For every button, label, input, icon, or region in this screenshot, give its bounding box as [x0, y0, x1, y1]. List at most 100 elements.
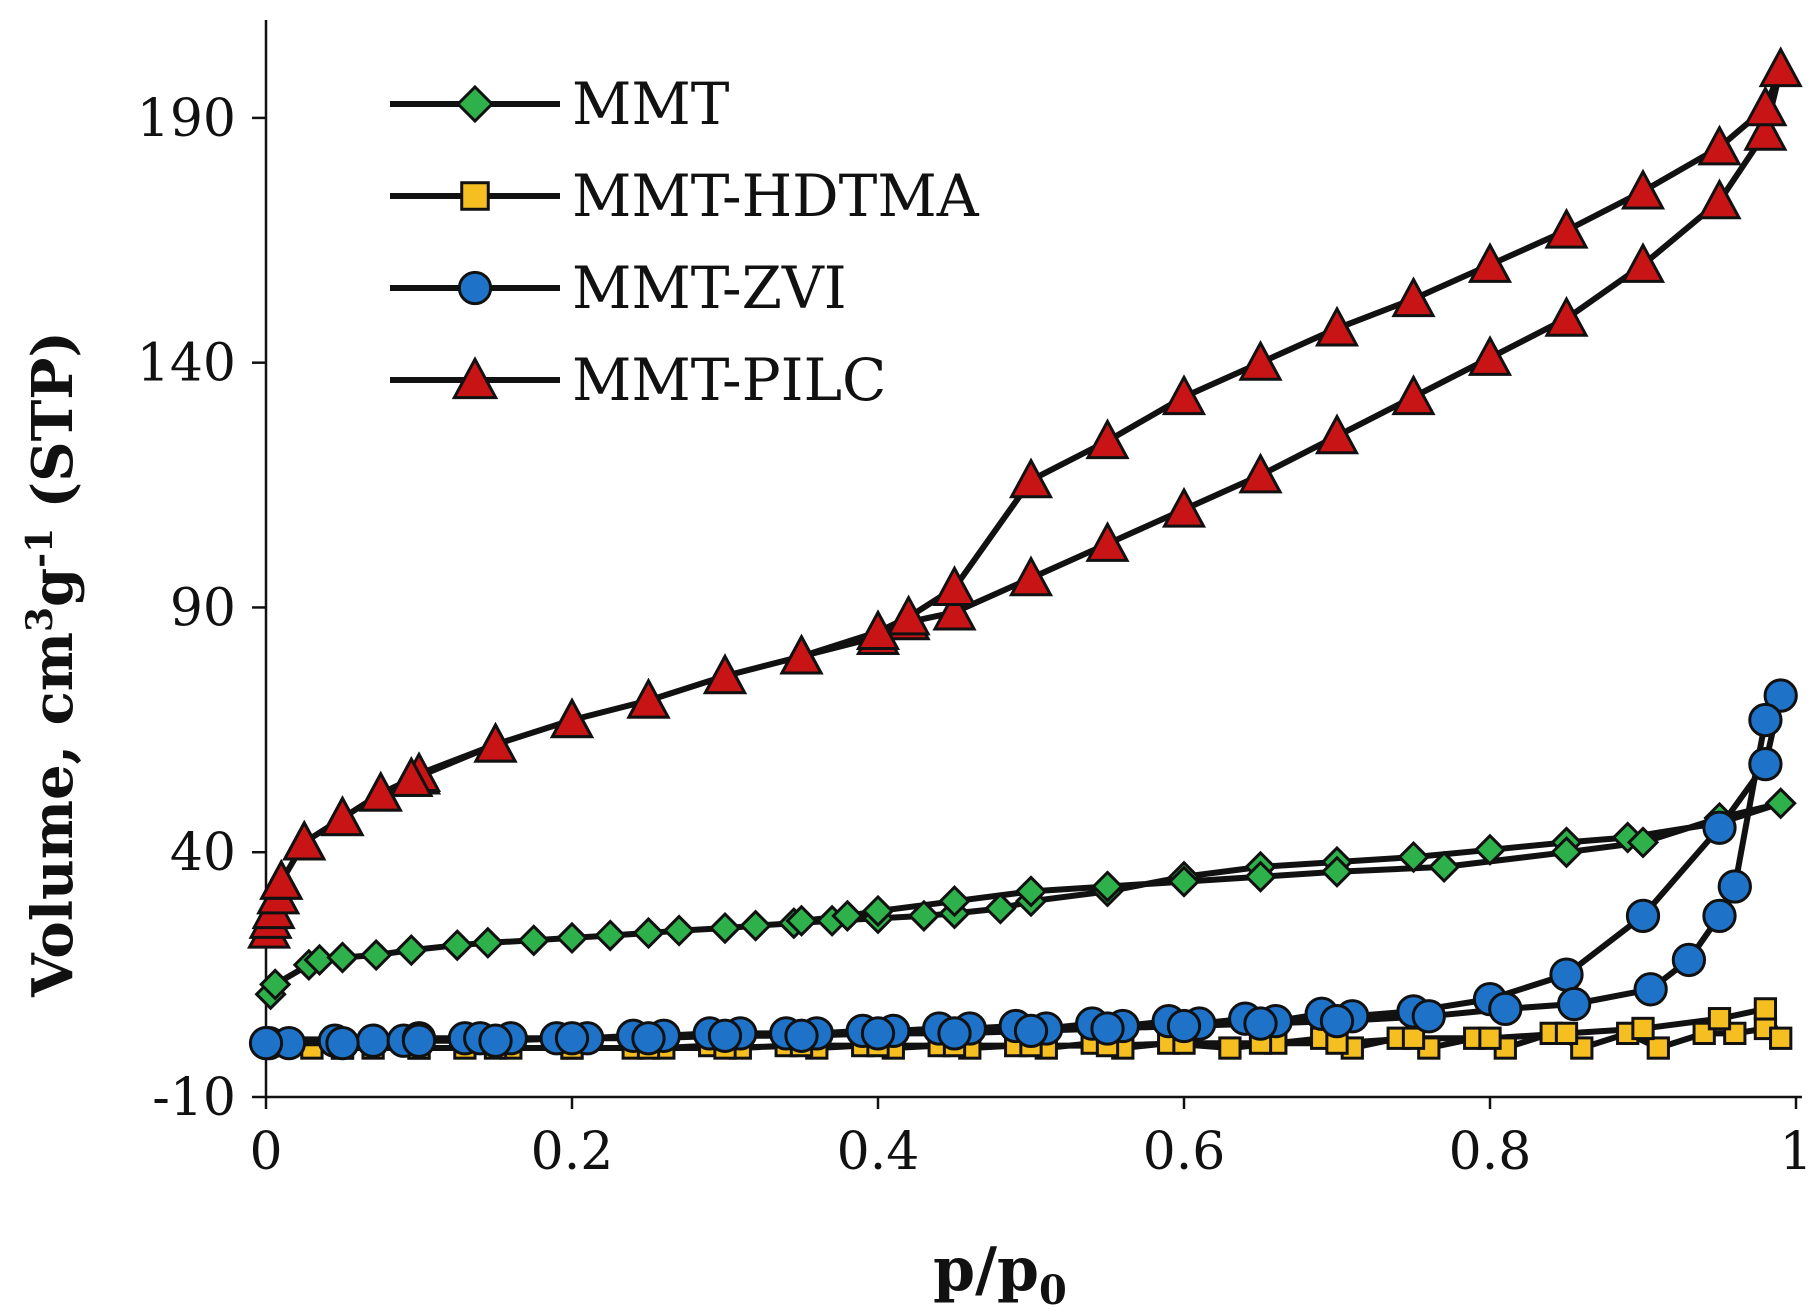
- data-point-mmt-hdtma: [1631, 1016, 1655, 1041]
- data-point-mmt-zvi: [1243, 1006, 1278, 1041]
- data-point-mmt: [1427, 850, 1461, 884]
- data-point-mmt-zvi: [1625, 898, 1661, 934]
- data-point-mmt: [785, 904, 818, 937]
- data-point-mmt-pilc: [702, 653, 748, 695]
- data-point-mmt-pilc: [1544, 295, 1589, 337]
- data-point-mmt: [1473, 833, 1507, 866]
- data-point-mmt-zvi: [1702, 898, 1737, 934]
- data-point-mmt-pilc: [1758, 46, 1803, 88]
- data-point-mmt-zvi: [325, 1026, 360, 1061]
- data-point-mmt-zvi: [355, 1023, 391, 1058]
- y-ticks: -10 40 90 140 190: [137, 89, 266, 1128]
- data-point-mmt-zvi: [937, 1016, 972, 1051]
- legend-item-mmt-pilc: MMT-PILC: [390, 346, 886, 414]
- y-axis-title: Volume, cm3g-1 (STP): [19, 331, 86, 998]
- data-point-mmt-pilc: [1008, 457, 1054, 499]
- y-tick-label: 190: [137, 89, 236, 149]
- data-point-mmt: [1244, 860, 1277, 893]
- data-point-mmt: [517, 924, 550, 957]
- data-point-mmt-zvi: [707, 1018, 743, 1053]
- legend-marker: [460, 181, 490, 211]
- series-mmt-pilc: [246, 46, 1803, 949]
- data-point-mmt-zvi: [478, 1023, 513, 1058]
- legend-item-mmt-zvi: MMT-ZVI: [390, 254, 847, 322]
- data-point-mmt-hdtma: [1478, 1026, 1502, 1050]
- data-point-mmt-hdtma: [1753, 997, 1778, 1021]
- data-point-mmt-pilc: [1743, 85, 1788, 127]
- data-point-mmt: [739, 909, 772, 942]
- data-point-mmt-pilc: [1161, 486, 1207, 528]
- data-point-mmt-zvi: [784, 1018, 819, 1053]
- data-point-mmt: [1320, 855, 1354, 888]
- data-point-mmt-zvi: [1748, 702, 1783, 738]
- data-point-mmt-pilc: [1697, 178, 1742, 220]
- legend-label: MMT-HDTMA: [572, 162, 980, 230]
- data-point-mmt-pilc: [1008, 555, 1054, 597]
- plot-area: [246, 46, 1803, 1061]
- data-point-mmt-hdtma: [1554, 1021, 1579, 1045]
- data-point-mmt: [1091, 870, 1124, 903]
- series-line-mmt: [267, 800, 1784, 996]
- data-point-mmt: [326, 941, 359, 974]
- x-tick-label: 0: [249, 1122, 282, 1182]
- data-point-mmt: [1550, 836, 1583, 869]
- legend-label: MMT-ZVI: [572, 254, 847, 322]
- data-point-mmt: [441, 929, 474, 962]
- y-axis-title-sup1: 3: [19, 607, 61, 632]
- data-point-mmt-pilc: [1697, 124, 1742, 166]
- data-point-mmt: [395, 934, 428, 967]
- data-point-mmt-zvi: [1557, 986, 1592, 1022]
- data-point-mmt-zvi: [401, 1023, 437, 1058]
- data-point-mmt: [907, 899, 941, 932]
- data-point-mmt-pilc: [1314, 305, 1360, 347]
- data-point-mmt: [555, 921, 589, 955]
- data-point-mmt-zvi: [1717, 869, 1752, 904]
- legend-label: MMT: [572, 70, 730, 138]
- data-point-mmt-pilc: [389, 756, 434, 797]
- x-tick-label: 0.2: [531, 1122, 614, 1182]
- data-point-mmt-pilc: [259, 858, 304, 900]
- data-point-mmt: [1167, 865, 1201, 898]
- data-point-mmt-zvi: [1671, 942, 1707, 978]
- data-point-mmt-pilc: [1238, 452, 1283, 494]
- data-point-mmt-pilc: [549, 697, 595, 739]
- data-point-mmt-pilc: [932, 565, 977, 606]
- data-point-mmt-hdtma: [1218, 1036, 1242, 1060]
- data-point-mmt-zvi: [1763, 678, 1798, 713]
- data-point-mmt: [1626, 826, 1660, 859]
- data-point-mmt-hdtma: [1707, 1007, 1732, 1031]
- data-point-mmt-pilc: [886, 594, 931, 636]
- data-point-mmt: [984, 892, 1017, 925]
- x-tick-label: 0.6: [1143, 1122, 1226, 1182]
- data-point-mmt-zvi: [1090, 1011, 1125, 1046]
- y-axis-title-sup2: -1: [19, 528, 61, 568]
- data-point-mmt-zvi: [1166, 1008, 1202, 1044]
- data-point-mmt-zvi: [1488, 991, 1523, 1027]
- data-point-mmt: [662, 914, 696, 947]
- data-point-mmt: [259, 968, 292, 1001]
- data-point-mmt-pilc: [1391, 276, 1436, 318]
- data-point-mmt-pilc: [1161, 374, 1207, 416]
- data-point-mmt-pilc: [1467, 335, 1513, 376]
- data-point-mmt: [708, 911, 742, 945]
- data-point-mmt: [938, 885, 971, 918]
- data-point-mmt-pilc: [1238, 339, 1283, 381]
- data-point-mmt: [861, 894, 895, 928]
- data-point-mmt-pilc: [282, 819, 327, 861]
- data-point-mmt-pilc: [779, 633, 824, 675]
- data-point-mmt: [471, 926, 504, 959]
- x-tick-label: 0.8: [1449, 1122, 1532, 1182]
- data-point-mmt-hdtma: [1646, 1036, 1670, 1060]
- x-ticks: 0 0.2 0.4 0.6 0.8 1: [249, 1097, 1813, 1182]
- x-axis-title-subscript: 0: [1039, 1267, 1067, 1312]
- data-point-mmt-zvi: [1319, 1003, 1355, 1039]
- data-point-mmt-pilc: [855, 609, 901, 651]
- y-axis-title-mid: g: [20, 568, 86, 607]
- data-point-mmt-pilc: [1085, 521, 1130, 562]
- legend-item-mmt: MMT: [390, 70, 730, 138]
- legend: MMT MMT-HDTMA MMT-ZVI MMT-PILC: [390, 70, 980, 414]
- legend-label: MMT-PILC: [572, 346, 886, 414]
- legend-marker: [455, 84, 495, 124]
- data-point-mmt: [1764, 787, 1797, 820]
